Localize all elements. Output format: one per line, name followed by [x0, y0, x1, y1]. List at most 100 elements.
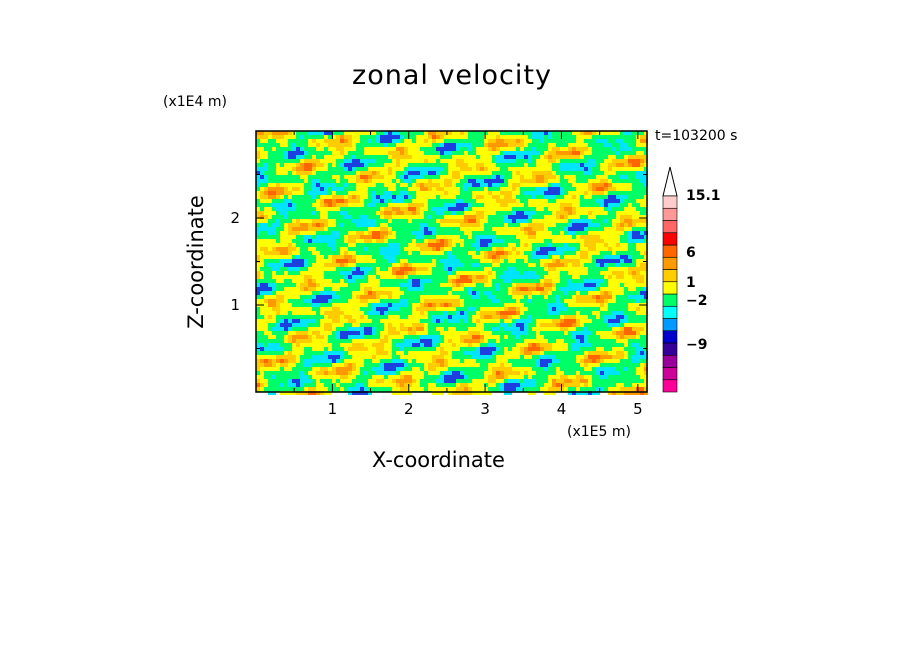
- field-cell: [576, 203, 580, 207]
- field-cell: [584, 375, 588, 379]
- field-cell: [392, 327, 396, 331]
- field-cell: [604, 159, 608, 163]
- field-cell: [396, 243, 400, 247]
- field-cell: [588, 299, 592, 303]
- field-cell: [568, 199, 572, 203]
- field-cell: [404, 191, 408, 195]
- field-cell: [360, 295, 364, 299]
- field-cell: [528, 235, 532, 239]
- field-cell: [308, 387, 312, 391]
- field-cell: [624, 175, 628, 179]
- field-cell: [540, 239, 544, 243]
- field-cell: [620, 327, 624, 331]
- field-cell: [540, 163, 544, 167]
- field-cell: [580, 331, 584, 335]
- field-cell: [492, 179, 496, 183]
- field-cell: [412, 243, 416, 247]
- field-cell: [348, 311, 352, 315]
- field-cell: [452, 335, 456, 339]
- field-cell: [560, 347, 564, 351]
- field-cell: [508, 327, 512, 331]
- field-cell: [600, 299, 604, 303]
- field-cell: [504, 227, 508, 231]
- field-cell: [432, 139, 436, 143]
- field-cell: [572, 143, 576, 147]
- field-cell: [280, 327, 284, 331]
- field-cell: [452, 343, 456, 347]
- field-cell: [448, 247, 452, 251]
- field-cell: [268, 191, 272, 195]
- field-cell: [540, 235, 544, 239]
- field-cell: [576, 223, 580, 227]
- field-cell: [552, 375, 556, 379]
- field-cell: [428, 155, 432, 159]
- field-cell: [516, 271, 520, 275]
- field-cell: [296, 283, 300, 287]
- field-cell: [420, 267, 424, 271]
- field-cell: [388, 375, 392, 379]
- field-cell: [320, 227, 324, 231]
- field-cell: [644, 219, 648, 223]
- field-cell: [520, 223, 524, 227]
- field-cell: [500, 135, 504, 139]
- field-cell: [272, 315, 276, 319]
- field-cell: [512, 379, 516, 383]
- field-cell: [496, 195, 500, 199]
- field-cell: [528, 351, 532, 355]
- field-cell: [500, 359, 504, 363]
- field-cell: [296, 311, 300, 315]
- x-tick-label: 1: [328, 400, 338, 418]
- field-cell: [452, 363, 456, 367]
- field-cell: [528, 203, 532, 207]
- field-cell: [524, 367, 528, 371]
- field-cell: [504, 359, 508, 363]
- field-cell: [400, 143, 404, 147]
- field-cell: [468, 291, 472, 295]
- field-cell: [276, 219, 280, 223]
- field-cell: [628, 391, 632, 395]
- field-cell: [452, 243, 456, 247]
- field-cell: [364, 195, 368, 199]
- field-cell: [540, 351, 544, 355]
- field-cell: [628, 295, 632, 299]
- field-cell: [532, 179, 536, 183]
- field-cell: [432, 355, 436, 359]
- field-cell: [360, 291, 364, 295]
- field-cell: [468, 183, 472, 187]
- field-cell: [480, 147, 484, 151]
- field-cell: [360, 195, 364, 199]
- field-cell: [412, 355, 416, 359]
- field-cell: [396, 287, 400, 291]
- field-cell: [572, 247, 576, 251]
- field-cell: [308, 359, 312, 363]
- field-cell: [324, 163, 328, 167]
- field-cell: [576, 259, 580, 263]
- field-cell: [600, 211, 604, 215]
- field-cell: [568, 323, 572, 327]
- field-cell: [500, 143, 504, 147]
- field-cell: [568, 283, 572, 287]
- field-cell: [340, 303, 344, 307]
- field-cell: [336, 175, 340, 179]
- field-cell: [268, 315, 272, 319]
- field-cell: [620, 143, 624, 147]
- field-cell: [440, 359, 444, 363]
- colorbar-label: 6: [686, 245, 696, 261]
- field-cell: [568, 227, 572, 231]
- field-cell: [420, 343, 424, 347]
- field-cell: [396, 327, 400, 331]
- field-cell: [520, 175, 524, 179]
- field-cell: [380, 331, 384, 335]
- field-cell: [412, 375, 416, 379]
- field-cell: [444, 315, 448, 319]
- field-cell: [588, 391, 592, 395]
- field-cell: [396, 331, 400, 335]
- field-cell: [324, 263, 328, 267]
- field-cell: [404, 203, 408, 207]
- field-cell: [344, 375, 348, 379]
- field-cell: [548, 231, 552, 235]
- field-cell: [636, 367, 640, 371]
- field-cell: [388, 235, 392, 239]
- field-cell: [320, 271, 324, 275]
- field-cell: [288, 363, 292, 367]
